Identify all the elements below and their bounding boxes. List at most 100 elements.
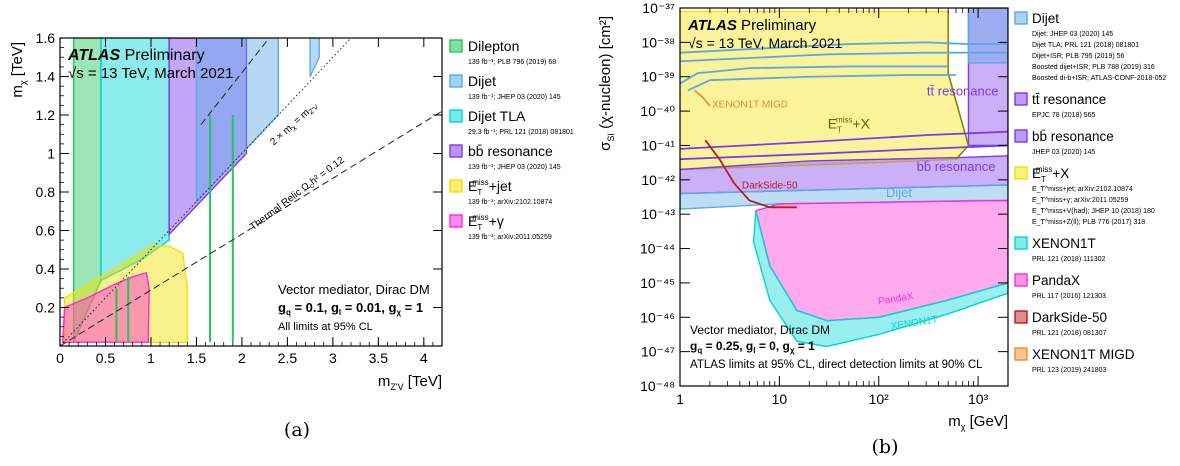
legend-a-tail-5: +γ — [489, 213, 504, 229]
legend-b-ref-5-0: PRL 117 (2016) 121303 — [1032, 293, 1106, 300]
legend-a-swatch-2 — [449, 109, 463, 123]
legend-a-ref-4: 139 fb⁻¹; arXiv:2102.10874 — [468, 199, 552, 206]
ytick-label-b-2: 10⁻³⁹ — [641, 69, 675, 85]
legend-b-swatch-1 — [1014, 92, 1028, 106]
legend-b-swatch-0 — [1014, 11, 1028, 25]
legend-b-ref-7-0: PRL 123 (2019) 241803 — [1032, 367, 1107, 374]
status-b: Preliminary — [737, 17, 817, 34]
panel-label-a: (a) — [284, 419, 310, 441]
info-a-2-part-5: χ — [396, 308, 401, 317]
xtick-label-b-3: 10³ — [968, 391, 989, 407]
ytick-label-b-1: 10⁻³⁸ — [641, 34, 675, 50]
legend-b-ref-0-0: Dijet: JHEP 03 (2020) 145 — [1032, 31, 1113, 38]
legend-a-swatch-1 — [449, 74, 463, 88]
legend-b-label-3: ETmiss+X — [1032, 165, 1069, 184]
ytick-label-b-7: 10⁻⁴⁴ — [640, 241, 675, 257]
info-b-2-part-0: g — [690, 339, 697, 353]
legend-b-ref-0-4: Boosted di-b+ISR; ATLAS-CONF-2018-052 — [1032, 75, 1166, 82]
legend-b-ref-0-2: Dijet+ISR; PLB 795 (2019) 56 — [1032, 53, 1125, 60]
legend-a-name-3: bb̄ resonance — [468, 143, 553, 159]
header-a: ATLAS Preliminary — [67, 47, 205, 64]
legend-b-label-7: XENON1T MIGD — [1032, 347, 1135, 362]
chart-b: XENON1T MIGD DarkSide-50 Dijet tt̄ resonanc… — [597, 0, 1166, 458]
ytick-label-b-5: 10⁻⁴² — [641, 172, 675, 188]
ytick-label-b-0: 10⁻³⁷ — [642, 0, 675, 16]
legend-a-sub-4: T — [477, 188, 482, 197]
ytick-label-a-7: 1.6 — [36, 30, 56, 46]
info-b-2-part-6: = 1 — [794, 339, 815, 353]
xlabel-b: mχ [GeV] — [948, 413, 1008, 432]
legend-b-ref-4-0: PRL 121 (2018) 111302 — [1032, 256, 1106, 263]
legend-b-label-5: PandaX — [1032, 273, 1080, 288]
line-a-diag — [60, 38, 352, 346]
chart-a: 0 0.5 1 1.5 2 2.5 3 3.5 4 0.2 0.4 0.6 0.8 1 1.2 1.4 1.6 0… — [9, 30, 574, 441]
origin-a: 0 — [51, 350, 59, 366]
curve-b-5 — [680, 144, 1008, 161]
ytick-label-a-1: 0.4 — [36, 261, 56, 277]
legend-a-label-1: Dijet — [468, 73, 496, 89]
legend-a-ref-0: 139 fb⁻¹; PLB 796 (2019) 68 — [468, 59, 556, 66]
ylabel-a-unit: [TeV] — [9, 42, 26, 80]
xlabel-b-main: m — [948, 413, 961, 430]
ytick-label-b-4: 10⁻⁴¹ — [641, 137, 675, 153]
legend-a-label-2: Dijet TLA — [468, 108, 526, 124]
relic-label-a: Thermal Relic Ωch² = 0.12 — [248, 155, 348, 234]
annotation-b-4: bb̄ resonance — [917, 159, 996, 174]
curve-b-0 — [680, 41, 1008, 54]
legend-a-ref-5: 139 fb⁻¹; arXiv:2011.05259 — [468, 234, 552, 241]
line-a-relic2 — [200, 38, 270, 125]
xlabel-a-sub: Z'V — [390, 382, 403, 392]
xtick-label-a-1: 0.5 — [96, 350, 116, 366]
info-a-3: All limits at 95% CL — [278, 321, 373, 333]
etmiss-b-sub: T — [837, 125, 842, 134]
relic-a-3: h² = 0.12 — [308, 155, 347, 188]
curve-b-2 — [680, 65, 949, 85]
xtick-label-b-0: 1 — [676, 391, 684, 407]
legend-b-label-1: tt̄ resonance — [1032, 92, 1106, 107]
region-a-2 — [168, 38, 248, 237]
legend-b-swatch-6 — [1014, 310, 1028, 324]
legend-a-label-5: ETmiss+γ — [468, 213, 504, 232]
legend-a-name-0: Dilepton — [468, 38, 519, 54]
legend-b-name-3: E — [1032, 166, 1041, 181]
ytick-label-a-3: 0.8 — [36, 184, 56, 200]
line-a-relic — [60, 110, 442, 346]
legend-b-ref-3-0: E_T^miss+jet; arXiv:2102.10874 — [1032, 186, 1133, 193]
xtick-label-a-2: 1 — [147, 350, 155, 366]
legend-a-ref-2: 29.3 fb⁻¹; PRL 121 (2018) 081801 — [468, 129, 574, 136]
plot-area-b — [680, 8, 1008, 348]
info-a-2-part-0: g — [278, 300, 286, 315]
legend-a-swatch-0 — [449, 39, 463, 53]
legend-b-ref-2-0: JHEP 03 (2020) 145 — [1032, 149, 1095, 156]
legend-b-swatch-5 — [1014, 273, 1028, 287]
status-a: Preliminary — [120, 47, 204, 64]
legend-a-name-4: E — [468, 178, 477, 194]
info-a-2-part-2: = 0.1, g — [291, 300, 339, 315]
ytick-label-b-3: 10⁻⁴⁰ — [640, 103, 675, 119]
annotation-b-2: Dijet — [886, 185, 912, 200]
region-a-5 — [63, 245, 189, 343]
ylabel-b: σSI (χ-nucleon) [cm²] — [597, 16, 616, 151]
legend-b-ref-3-2: E_T^miss+V(had); JHEP 10 (2018) 180 — [1032, 208, 1155, 215]
xlabel-b-unit: [GeV] — [965, 413, 1008, 430]
experiment-b: ATLAS — [687, 17, 737, 34]
annotation-b-3: tt̄ resonance — [927, 84, 999, 99]
ytick-label-b-11: 10⁻⁴⁸ — [640, 378, 675, 394]
xtick-label-a-5: 2.5 — [278, 350, 298, 366]
info-a-2-part-6: = 1 — [401, 300, 423, 315]
region-a-4 — [309, 38, 320, 77]
curve-b-1 — [680, 51, 1008, 63]
curve-b-6 — [693, 89, 711, 107]
xtick-label-a-0: 0 — [56, 350, 64, 366]
frame-b — [679, 7, 1009, 387]
legend-b-ref-3-3: E_T^miss+Z(ll); PLB 776 (2017) 318 — [1032, 219, 1145, 226]
energy-b: √s = 13 TeV, March 2021 — [688, 35, 843, 51]
legend-b-tail-3: +X — [1052, 166, 1069, 181]
legend-b-swatch-3 — [1014, 166, 1028, 180]
legend-a-swatch-4 — [449, 179, 463, 193]
etmiss-label-b: ETmiss+X — [828, 115, 871, 134]
xtick-label-a-3: 1.5 — [187, 350, 207, 366]
xtick-label-a-7: 3.5 — [369, 350, 389, 366]
xtick-label-b-1: 10 — [772, 391, 788, 407]
legend-b-label-2: bb̄ resonance — [1032, 129, 1114, 144]
